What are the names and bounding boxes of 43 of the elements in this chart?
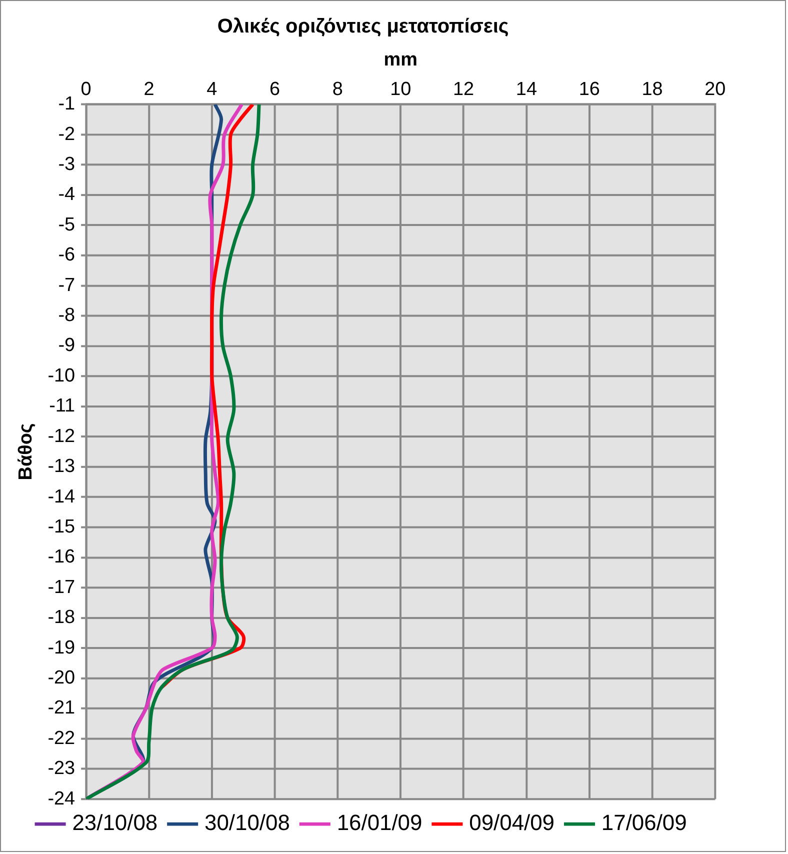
x-tick-label: 16 [578, 79, 600, 100]
y-tick-label: -23 [48, 758, 76, 780]
y-tick-label: -16 [48, 546, 76, 568]
x-tick-label: 4 [206, 79, 218, 100]
y-tick-label: -17 [48, 576, 76, 598]
y-tick-label: -7 [58, 274, 76, 296]
y-tick-label: -6 [58, 244, 76, 266]
y-tick-label: -14 [48, 486, 76, 508]
legend-label: 30/10/08 [204, 810, 290, 836]
y-tick-label: -4 [58, 184, 76, 206]
legend-label: 17/06/09 [601, 810, 687, 836]
x-tick-label: 10 [390, 79, 412, 100]
x-tick-label: 20 [704, 79, 726, 100]
y-tick-label: -8 [58, 305, 76, 326]
x-tick-label: 14 [516, 79, 537, 100]
y-tick-label: -3 [58, 154, 76, 175]
y-tick-label: -20 [48, 668, 76, 689]
x-tick-label: 8 [332, 79, 343, 100]
y-tick-label: -22 [48, 728, 76, 749]
y-tick-label: -9 [58, 335, 76, 356]
y-tick-label: -11 [49, 396, 76, 417]
x-tick-label: 0 [80, 79, 92, 100]
y-tick-label: -5 [58, 214, 76, 236]
y-tick-label: -12 [48, 426, 76, 447]
legend-label: 09/04/09 [469, 810, 555, 836]
y-tick-label: -1 [58, 94, 76, 115]
y-tick-label: -24 [48, 788, 76, 810]
y-tick-label: -15 [48, 516, 76, 538]
y-tick-label: -2 [58, 124, 76, 145]
y-tick-label: -10 [48, 365, 76, 386]
y-tick-label: -18 [48, 607, 76, 628]
y-axis-title: Βάθος [16, 423, 37, 480]
x-tick-label: 6 [270, 79, 280, 100]
x-axis-title: mm [384, 49, 418, 70]
x-tick-label: 2 [144, 79, 154, 100]
chart-title: Ολικές οριζόντιες μετατοπίσεις [217, 15, 509, 38]
legend-label: 23/10/08 [72, 810, 158, 836]
y-tick-label: -13 [48, 456, 76, 478]
y-tick-label: -21 [48, 698, 76, 719]
y-tick-label: -19 [48, 637, 76, 658]
legend-label: 16/01/09 [336, 810, 422, 836]
x-tick-label: 12 [452, 79, 474, 100]
x-tick-label: 18 [642, 79, 663, 100]
